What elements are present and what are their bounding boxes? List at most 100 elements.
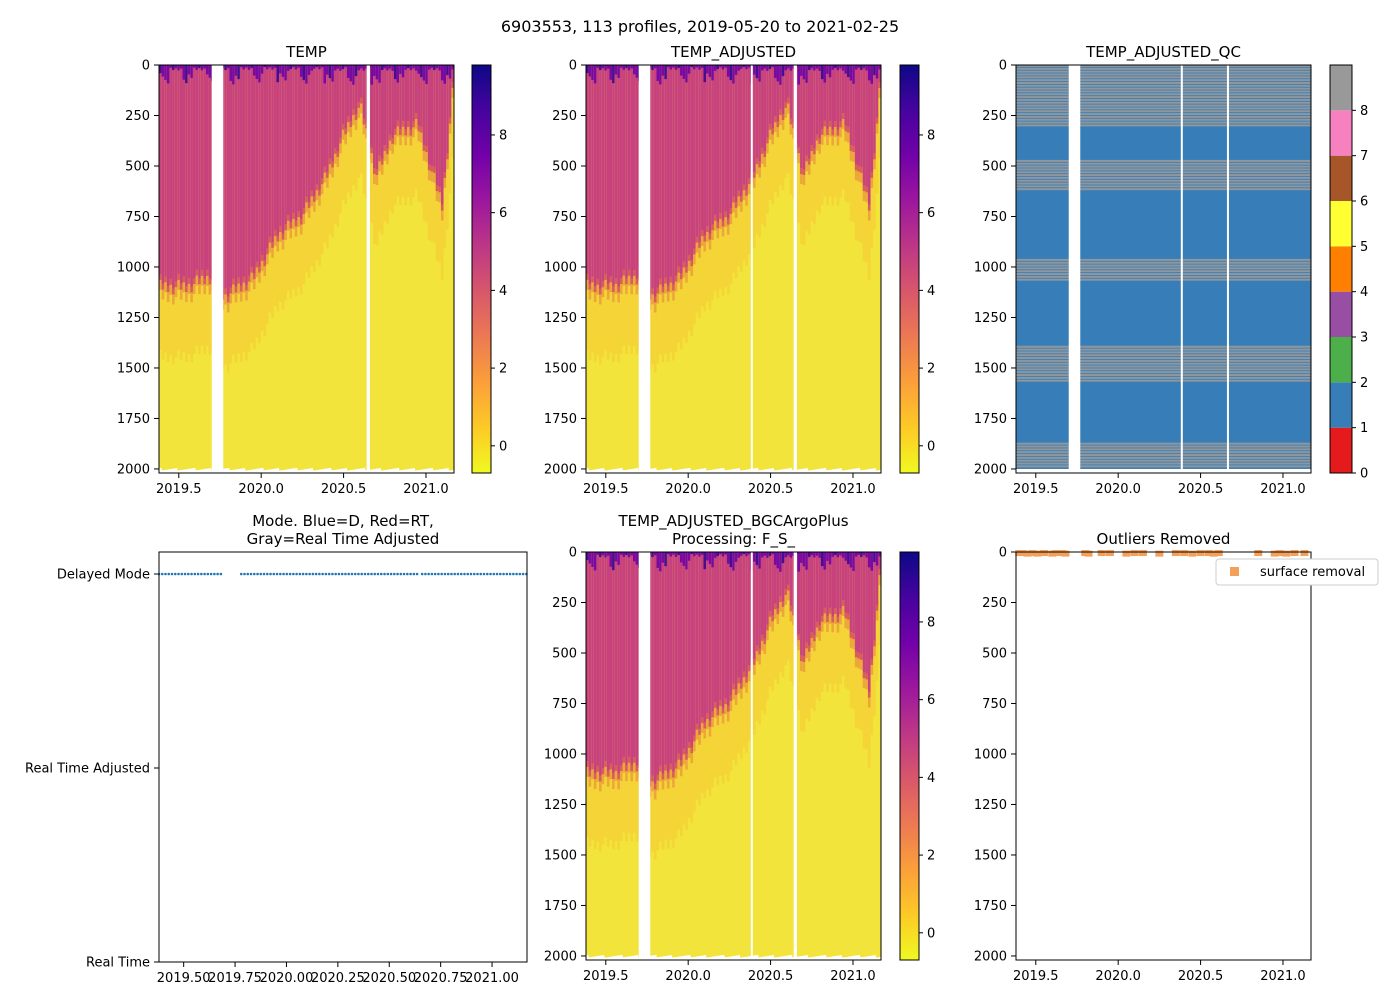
temp-profile-base <box>346 65 351 471</box>
temp_bgc-profile-surface <box>805 552 809 570</box>
temp-profile-warm <box>401 65 405 127</box>
temp_bgc-profile-surface <box>651 552 655 558</box>
mode-xtick-label: 2020.75 <box>414 971 468 986</box>
temp_adjusted-profile-base <box>800 65 804 469</box>
temp_bgc-profile-thermocline <box>867 707 872 768</box>
mode-delayed-mode-point <box>344 572 347 576</box>
temp_adjusted_qc-qc8-band <box>1016 261 1311 264</box>
temp_bgc-profile-thermocline <box>789 621 793 682</box>
temp-profile-base <box>294 65 298 468</box>
temp-profile-base <box>370 65 374 470</box>
temp_bgc-ytick-label: 1000 <box>544 747 577 762</box>
mode-delayed-mode-point <box>392 572 396 576</box>
temp_bgc-profile-thermocline <box>596 781 600 842</box>
temp_adjusted-profile-warm <box>630 65 634 285</box>
temp_bgc-profile-thermocline <box>716 725 720 786</box>
temp_adjusted-profile-warm <box>789 65 793 125</box>
temp-profile-surface <box>336 65 340 69</box>
temp_bgc-profile-base <box>768 552 772 956</box>
temp-profile-warm <box>159 65 163 280</box>
temp-ytick-label: 500 <box>125 159 150 174</box>
outliers-outlier-point <box>1204 550 1213 557</box>
mode-delayed-mode-point <box>252 572 256 576</box>
temp_bgc-profile-surface <box>679 552 684 563</box>
temp_bgc-profile-transition <box>604 760 608 777</box>
temp-profile-surface <box>208 65 212 78</box>
mode-xtick-label: 2020.25 <box>311 971 365 986</box>
temp_bgc-profile-transition <box>695 723 699 740</box>
temp-profile-transition <box>310 190 314 207</box>
temp-profile-thermocline <box>273 246 278 307</box>
temp-profile-thermocline <box>430 181 434 242</box>
temp_bgc-profile-surface <box>800 552 804 563</box>
temp_adjusted-profile-transition <box>849 144 853 161</box>
temp_bgc-profile-surface <box>776 552 780 569</box>
temp_adjusted_qc-colorbar-label: 0 <box>1360 467 1368 482</box>
mode-delayed-mode-point <box>512 572 515 576</box>
temp_adjusted-profile-surface <box>789 65 793 71</box>
temp_adjusted_qc-qc8-band <box>1016 376 1311 379</box>
temp-profile-thermocline <box>344 144 348 205</box>
temp_adjusted-profile-surface <box>614 65 618 75</box>
temp_adjusted-profile-surface <box>687 65 692 74</box>
temp_bgc-data-gap <box>750 552 753 960</box>
temp_adjusted-xtick-label: 2020.0 <box>665 482 711 497</box>
temp_adjusted-profile-surface <box>711 65 715 81</box>
temp_adjusted-profile-base <box>753 65 757 469</box>
temp-profile-transition <box>279 226 283 243</box>
temp_bgc-profile-surface <box>661 552 665 563</box>
temp-profile-base <box>323 65 327 469</box>
temp_adjusted-profile-warm <box>622 65 626 276</box>
temp_adjusted_qc-qc8-band <box>1016 442 1311 445</box>
temp_adjusted-profile-transition <box>719 212 723 229</box>
temp_adjusted-profile-base <box>776 65 780 470</box>
temp_adjusted-profile-thermocline <box>781 129 786 190</box>
temp-profile-transition <box>284 224 288 241</box>
mode-title-line2: Gray=Real Time Adjusted <box>247 530 440 548</box>
temp-profile-transition <box>299 218 304 235</box>
temp_bgc-colorbar-label: 8 <box>927 615 935 630</box>
temp_adjusted-profile-thermocline <box>805 171 809 232</box>
temp-ytick-label: 1500 <box>117 361 150 376</box>
temp-profile-thermocline <box>203 294 207 355</box>
temp_adjusted-profile-transition <box>742 184 746 201</box>
temp_bgc-profile-transition <box>773 603 778 620</box>
temp-profile-surface <box>341 65 345 70</box>
temp_bgc-profile-transition <box>820 615 825 632</box>
temp-profile-warm <box>399 65 403 136</box>
temp_bgc-profile-surface <box>729 552 733 568</box>
temp_bgc-profile-warm <box>779 552 783 603</box>
temp_adjusted-profile-warm <box>810 65 814 151</box>
outliers-ytick-label: 1500 <box>974 848 1007 863</box>
temp-profile-base <box>448 65 452 471</box>
temp-profile-warm <box>344 65 348 135</box>
temp-profile-warm <box>224 65 228 295</box>
mode-delayed-mode-point <box>275 572 279 576</box>
temp-profile-thermocline <box>420 142 424 203</box>
temp_adjusted-profile-thermocline <box>760 163 765 224</box>
temp_bgc-profile-transition <box>726 705 731 722</box>
temp_bgc-profile-surface <box>674 552 678 557</box>
temp_adjusted-profile-surface <box>831 65 835 70</box>
temp_adjusted-profile-base <box>742 65 746 470</box>
temp_bgc-profile-base <box>716 552 720 956</box>
temp_adjusted_qc-qc8-band <box>1016 264 1311 267</box>
temp_bgc-profile-surface <box>815 552 819 556</box>
temp_adjusted-profile-warm <box>742 65 746 191</box>
temp_adjusted_qc-qc8-band <box>1016 448 1311 451</box>
temp_bgc-profile-base <box>737 552 741 956</box>
mode-delayed-mode-point <box>262 572 266 576</box>
temp_bgc-profile-warm <box>852 552 856 640</box>
mode-delayed-mode-point <box>440 572 443 576</box>
temp_adjusted_qc-qc8-band <box>1016 110 1311 113</box>
temp_bgc-profile-base <box>729 552 733 957</box>
temp_bgc-profile-base <box>771 552 775 956</box>
temp-profile-warm <box>185 65 189 293</box>
temp_adjusted-profile-base <box>870 65 874 469</box>
temp-profile-thermocline <box>179 299 184 360</box>
temp_adjusted-profile-transition <box>745 189 749 206</box>
temp_adjusted-profile-transition <box>813 148 817 165</box>
temp_adjusted-profile-transition <box>651 288 655 305</box>
temp_bgc-profile-transition <box>753 658 757 675</box>
temp-profile-base <box>326 65 330 469</box>
